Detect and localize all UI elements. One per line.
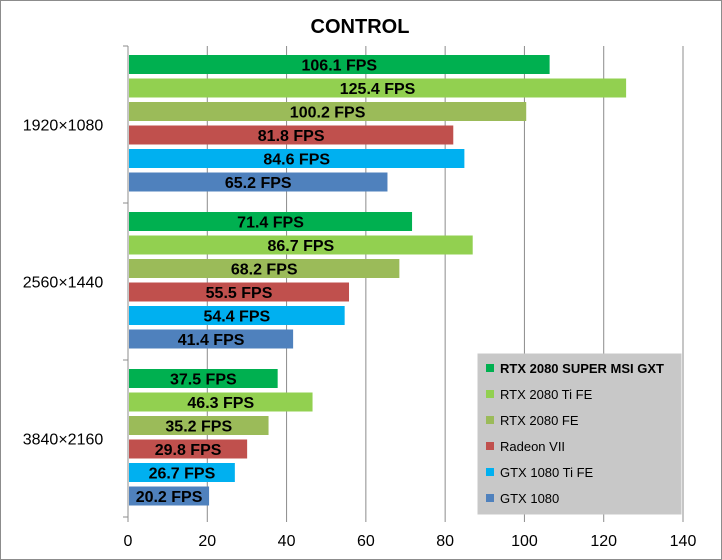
bar	[129, 282, 350, 302]
bar-data-label: 81.8 FPS	[258, 128, 325, 145]
bar	[129, 369, 278, 388]
x-tick-label: 20	[198, 533, 216, 550]
bar	[129, 212, 413, 231]
legend-swatch	[486, 364, 494, 372]
bar	[129, 102, 527, 121]
bar-data-label: 20.2 FPS	[136, 489, 203, 506]
bar	[129, 149, 465, 168]
bar-data-label: 35.2 FPS	[165, 419, 232, 436]
category-label: 3840×2160	[23, 432, 104, 449]
bar-data-label: 106.1 FPS	[302, 58, 378, 75]
legend-swatch	[486, 416, 494, 424]
legend-swatch	[486, 468, 494, 476]
legend-entry: RTX 2080 SUPER MSI GXT	[500, 361, 664, 376]
bar-data-label: 46.3 FPS	[187, 395, 254, 412]
bar-data-label: 84.6 FPS	[263, 152, 330, 169]
bar	[129, 306, 345, 325]
x-tick-label: 100	[511, 533, 538, 550]
bar	[129, 125, 454, 145]
legend-swatch	[486, 390, 494, 398]
x-tick-label: 140	[670, 533, 697, 550]
bar	[129, 329, 294, 349]
bar	[129, 55, 550, 74]
bar-data-label: 26.7 FPS	[149, 466, 216, 483]
bar	[129, 439, 248, 459]
x-tick-label: 40	[278, 533, 296, 550]
bar-data-label: 29.8 FPS	[155, 442, 222, 459]
bar-data-label: 65.2 FPS	[225, 175, 292, 192]
legend-box	[477, 353, 682, 515]
bar	[129, 392, 313, 412]
bar	[129, 486, 210, 506]
legend-entry: Radeon VII	[500, 439, 565, 454]
bar	[129, 172, 388, 192]
x-tick-label: 120	[590, 533, 617, 550]
bar-data-label: 71.4 FPS	[237, 215, 304, 232]
bar	[129, 463, 235, 482]
bar	[129, 235, 473, 255]
legend-entry: RTX 2080 FE	[500, 413, 579, 428]
bar-data-label: 86.7 FPS	[268, 238, 335, 255]
category-label: 2560×1440	[23, 275, 104, 292]
bar-data-label: 100.2 FPS	[290, 105, 366, 122]
legend-swatch	[486, 494, 494, 502]
bar	[129, 259, 400, 278]
chart-title: CONTROL	[311, 16, 410, 38]
bar-data-label: 68.2 FPS	[231, 262, 298, 279]
bar-data-label: 55.5 FPS	[206, 285, 273, 302]
bar-data-label: 125.4 FPS	[340, 81, 416, 98]
legend-entry: RTX 2080 Ti FE	[500, 387, 593, 402]
x-tick-label: 60	[357, 533, 375, 550]
legend-entry: GTX 1080	[500, 491, 559, 506]
bar-data-label: 54.4 FPS	[203, 309, 270, 326]
bar-data-label: 41.4 FPS	[178, 332, 245, 349]
bar-data-label: 37.5 FPS	[170, 372, 237, 389]
category-label: 1920×1080	[23, 118, 104, 135]
bar	[129, 78, 627, 98]
bar	[129, 416, 269, 435]
legend-entry: GTX 1080 Ti FE	[500, 465, 594, 480]
legend-swatch	[486, 442, 494, 450]
x-tick-label: 0	[124, 533, 133, 550]
x-tick-label: 80	[436, 533, 454, 550]
